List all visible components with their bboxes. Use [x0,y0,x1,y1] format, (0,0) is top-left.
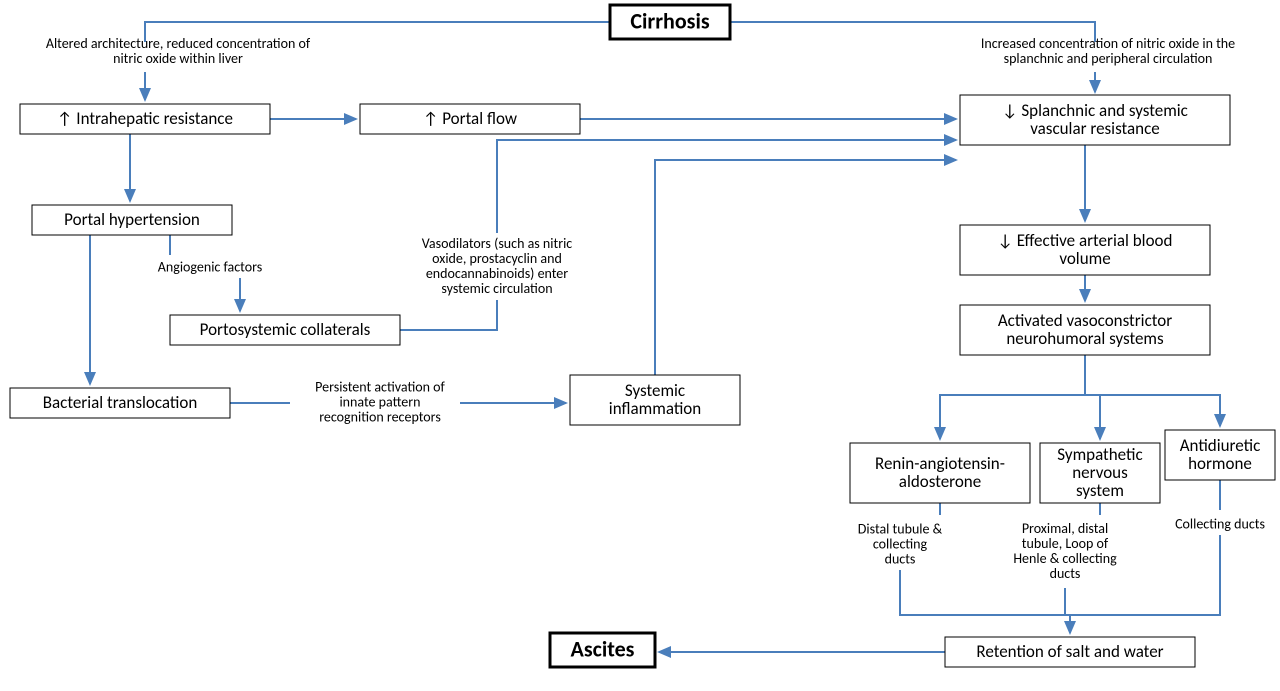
node-retention-text: Retention of salt and water [976,641,1163,662]
node-effart-line1: volume [1059,248,1110,269]
node-raa-line1: aldosterone [899,471,981,492]
node-intra-text: ↑ Intrahepatic resistance [57,108,233,129]
node-portosys-text: Portosystemic collaterals [200,319,371,340]
connector-neuro-raa [940,395,1085,439]
node-cirrhosis-text: Cirrhosis [630,7,710,34]
connector-neuro-sns [1085,395,1100,439]
flowchart-canvas: Cirrhosis ↑ Intrahepatic resistance ↑ Port… [0,0,1280,691]
label-l_collect-line0: Collecting ducts [1175,515,1265,532]
node-neuro-line1: neurohumoral systems [1006,328,1164,349]
node-portalht-text: Portal hypertension [64,209,200,230]
node-bacterial-text: Bacterial translocation [43,392,198,413]
label-l_pattern-line2: recognition receptors [319,408,441,425]
label-l_distal-line2: ducts [885,550,916,567]
node-splanchnic-line1: vascular resistance [1030,118,1160,139]
node-portalflow-text: ↑ Portal flow [423,108,517,129]
connector-sns-ret [1065,588,1070,633]
label-l_angio-line0: Angiogenic factors [158,258,262,275]
node-adh-line1: hormone [1188,453,1252,474]
node-sysinfl-line1: inflammation [609,398,701,419]
label-l_altered-line1: nitric oxide within liver [113,50,243,67]
label-l_vasod-line3: systemic circulation [441,280,552,297]
connector-raa-ret [900,570,1070,633]
node-sns-line2: system [1076,480,1124,501]
connector-vasod-splanch [497,140,956,233]
connector-neuro-adh [1085,395,1220,426]
label-l_nitricsplanch-line1: splanchnic and peripheral circulation [1004,50,1213,67]
connector-collat-up [400,300,497,330]
label-l_prox-line3: ducts [1050,565,1081,582]
node-ascites-text: Ascites [571,635,635,662]
connector-sysinfl-splanch [655,160,956,375]
